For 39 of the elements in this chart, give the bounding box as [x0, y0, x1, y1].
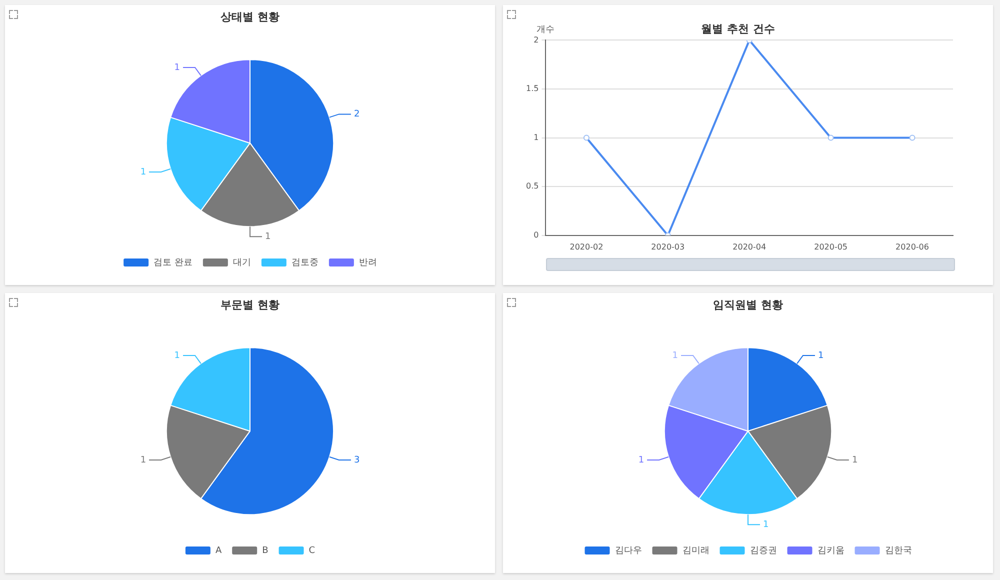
legend-label: 검토 완료 — [154, 258, 192, 268]
y-axis-title: 개수 — [536, 25, 555, 36]
legend-label: 김미래 — [682, 546, 710, 556]
data-label: 3 — [354, 455, 360, 466]
chart-title: 부문별 현황 — [220, 298, 280, 312]
data-label: 1 — [174, 350, 180, 361]
data-label: 1 — [852, 455, 858, 466]
legend-label: 김키움 — [817, 546, 844, 556]
data-label: 2 — [354, 110, 360, 120]
legend-label: 검토중 — [291, 258, 318, 268]
legend-label: 반려 — [358, 258, 377, 268]
data-label: 1 — [638, 455, 644, 466]
legend-label: 대기 — [232, 258, 251, 268]
legend-label: A — [215, 546, 222, 556]
data-label: 1 — [140, 455, 146, 466]
x-tick-label: 2020-03 — [651, 242, 685, 252]
y-tick-label: 1.5 — [526, 84, 539, 94]
data-label: 1 — [140, 167, 146, 178]
x-tick-label: 2020-04 — [732, 242, 766, 252]
data-label: 1 — [672, 350, 678, 361]
data-label: 1 — [763, 520, 769, 530]
legend-label: C — [308, 546, 316, 556]
legend-label: 김증권 — [750, 546, 777, 556]
data-label: 1 — [818, 350, 824, 361]
data-label: 1 — [265, 232, 271, 242]
x-tick-label: 2020-06 — [896, 242, 929, 252]
legend-label: 김다우 — [614, 546, 642, 556]
x-tick-label: 2020-02 — [570, 242, 604, 252]
chart-title: 임직원별 현황 — [713, 298, 783, 312]
y-tick-label: 0 — [534, 230, 539, 240]
chart-title: 상태별 현황 — [220, 10, 280, 24]
legend-label: 김한국 — [884, 546, 912, 556]
chart-title: 월별 추천 건수 — [701, 22, 775, 36]
legend-label: B — [262, 546, 268, 556]
y-tick-label: 1 — [534, 132, 539, 142]
y-tick-label: 2 — [534, 35, 539, 44]
y-tick-label: 0.5 — [526, 182, 539, 191]
x-tick-label: 2020-05 — [814, 242, 848, 252]
data-label: 1 — [174, 62, 180, 73]
